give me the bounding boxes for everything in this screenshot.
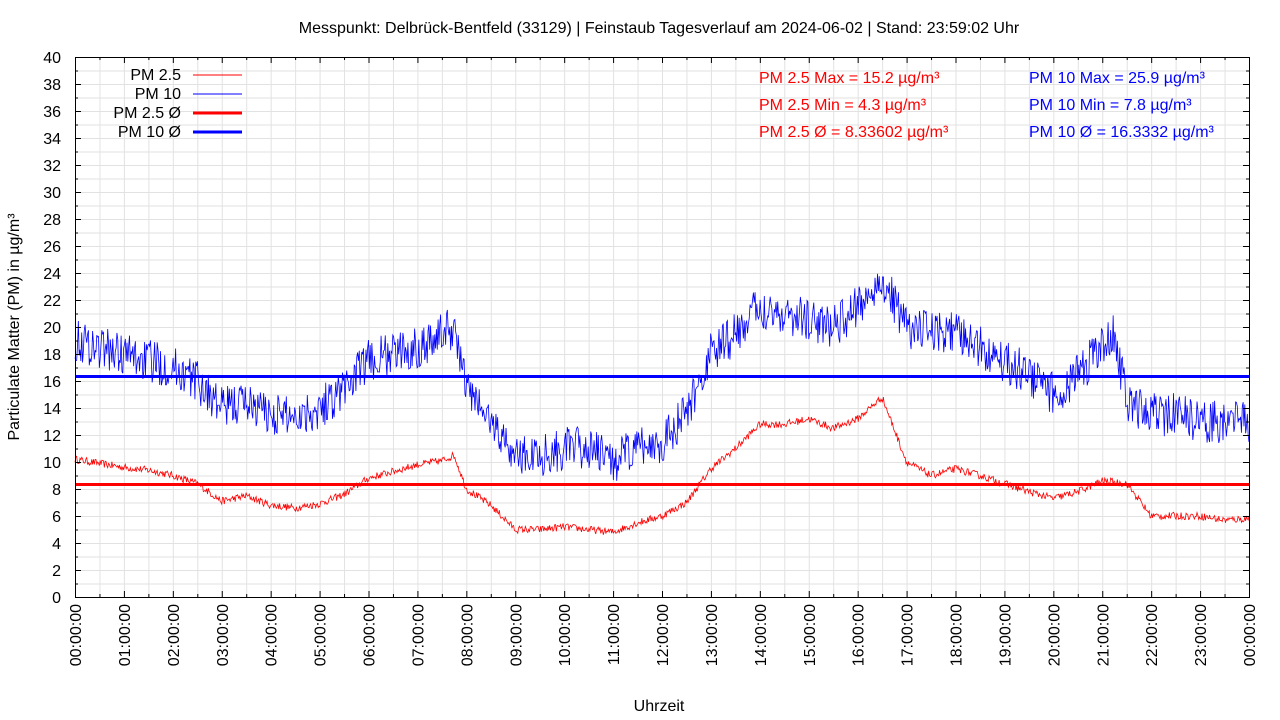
y-tick-label: 2 (52, 563, 61, 580)
y-tick-label: 4 (52, 536, 61, 553)
legend-label: PM 2.5 Ø (113, 105, 181, 122)
x-axis-label: Uhrzeit (634, 698, 685, 715)
x-tick-label: 06:00:00 (362, 604, 379, 666)
ticks (75, 57, 1250, 598)
stat-annotation: PM 10 Min = 7.8 µg/m³ (1029, 97, 1192, 114)
y-tick-label: 12 (43, 428, 61, 445)
y-tick-label: 0 (52, 590, 61, 607)
chart-title: Messpunkt: Delbrück-Bentfeld (33129) | F… (299, 20, 1020, 37)
x-tick-label: 11:00:00 (606, 604, 623, 665)
stat-annotation: PM 10 Max = 25.9 µg/m³ (1029, 70, 1206, 87)
y-tick-label: 6 (52, 509, 61, 526)
x-tick-label: 00:00:00 (1242, 604, 1259, 666)
y-tick-label: 38 (43, 77, 61, 94)
x-tick-label: 21:00:00 (1095, 604, 1112, 666)
stat-annotation: PM 2.5 Ø = 8.33602 µg/m³ (759, 124, 949, 141)
y-tick-label: 8 (52, 482, 61, 499)
x-tick-label: 00:00:00 (68, 604, 85, 666)
x-tick-label: 02:00:00 (166, 604, 183, 666)
y-tick-label: 30 (43, 185, 61, 202)
x-tick-label: 20:00:00 (1046, 604, 1063, 666)
y-tick-label: 36 (43, 104, 61, 121)
legend: PM 2.5 PM 10 PM 2.5 Ø PM 10 Ø (113, 67, 242, 141)
x-tick-label: 19:00:00 (997, 604, 1014, 666)
series-layer (74, 273, 1250, 535)
stat-annotation: PM 2.5 Max = 15.2 µg/m³ (759, 70, 940, 87)
x-tick-label: 16:00:00 (851, 604, 868, 666)
y-tick-label: 26 (43, 239, 61, 256)
y-tick-label: 22 (43, 293, 61, 310)
x-tick-label: 17:00:00 (900, 604, 917, 666)
stat-annotation: PM 10 Ø = 16.3332 µg/m³ (1029, 124, 1215, 141)
y-axis-label: Particulate Matter (PM) in µg/m³ (6, 213, 23, 441)
y-tick-label: 40 (43, 50, 61, 67)
y-tick-label: 10 (43, 455, 61, 472)
x-tick-label: 15:00:00 (802, 604, 819, 666)
x-tick-label: 08:00:00 (459, 604, 476, 666)
legend-label: PM 10 Ø (118, 124, 181, 141)
y-tick-label: 14 (43, 401, 61, 418)
x-tick-label: 12:00:00 (655, 604, 672, 666)
stat-annotation: PM 2.5 Min = 4.3 µg/m³ (759, 97, 927, 114)
x-tick-label: 10:00:00 (557, 604, 574, 666)
x-tick-label: 01:00:00 (117, 604, 134, 666)
x-tick-label: 07:00:00 (410, 604, 427, 666)
x-tick-label: 14:00:00 (753, 604, 770, 666)
legend-label: PM 10 (135, 86, 181, 103)
annotations: PM 2.5 Max = 15.2 µg/m³ PM 2.5 Min = 4.3 … (759, 70, 1215, 141)
y-tick-label: 32 (43, 158, 61, 175)
x-tick-label: 23:00:00 (1193, 604, 1210, 666)
x-tick-label: 18:00:00 (949, 604, 966, 666)
x-tick-label: 05:00:00 (313, 604, 330, 666)
x-tick-label: 13:00:00 (704, 604, 721, 666)
x-tick-label: 22:00:00 (1144, 604, 1161, 666)
x-tick-label: 04:00:00 (264, 604, 281, 666)
series-line (74, 273, 1250, 481)
y-tick-label: 34 (43, 131, 61, 148)
y-tick-label: 24 (43, 266, 61, 283)
x-tick-label: 03:00:00 (215, 604, 232, 666)
x-tick-labels: 00:00:00 01:00:00 02:00:00 03:00:00 04:00:00… (68, 604, 1259, 666)
legend-label: PM 2.5 (130, 67, 181, 84)
y-tick-label: 16 (43, 374, 61, 391)
series-line (74, 396, 1250, 535)
grid (75, 57, 1249, 597)
x-tick-label: 09:00:00 (508, 604, 525, 666)
y-tick-label: 20 (43, 320, 61, 337)
y-tick-label: 18 (43, 347, 61, 364)
y-tick-label: 28 (43, 212, 61, 229)
